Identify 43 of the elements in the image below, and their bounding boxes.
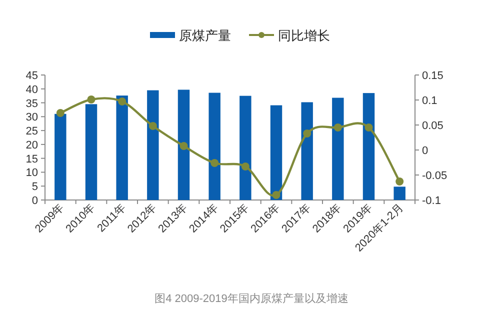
y2-tick-label: 0.15 [422,70,444,82]
point [180,142,188,150]
y2-tick-label: 0.1 [422,95,438,107]
point [334,124,342,132]
bar [332,98,344,200]
point [56,109,64,117]
y-tick-label: 25 [26,126,38,138]
bar [178,90,190,200]
bar [208,92,220,200]
point [303,130,312,138]
bar [85,104,98,200]
bar [116,96,128,200]
y2-tick-label: 0.05 [422,120,444,132]
bar [54,114,66,200]
point [272,191,280,199]
point [241,162,250,170]
y2-tick-label: 0 [422,145,428,157]
y-tick-label: 35 [26,98,38,110]
bar [147,90,159,200]
y-tick-label: 0 [32,195,38,207]
bar [240,96,252,200]
y-tick-label: 20 [26,139,38,152]
point [396,178,404,186]
bar [270,105,282,200]
y2-tick-label: -0.05 [422,170,448,182]
y-tick-label: 10 [26,167,38,180]
bar [362,93,375,200]
bar [301,102,313,200]
point [210,159,219,167]
caption: 图4 2009-2019年国内原煤产量以及增速 [154,292,348,305]
point [87,96,96,104]
y-tick-label: 30 [26,112,38,124]
y2-tick-label: -0.1 [422,195,441,207]
legend-label: 原煤产量 [179,28,231,43]
y-tick-label: 5 [32,181,38,194]
y-tick-label: 40 [26,84,38,96]
bar [394,186,406,200]
point [148,122,157,130]
y-tick-label: 45 [26,70,38,82]
legend-label: 同比增长 [278,28,330,43]
point [118,98,126,106]
point [364,124,373,132]
y-tick-label: 15 [26,153,38,166]
